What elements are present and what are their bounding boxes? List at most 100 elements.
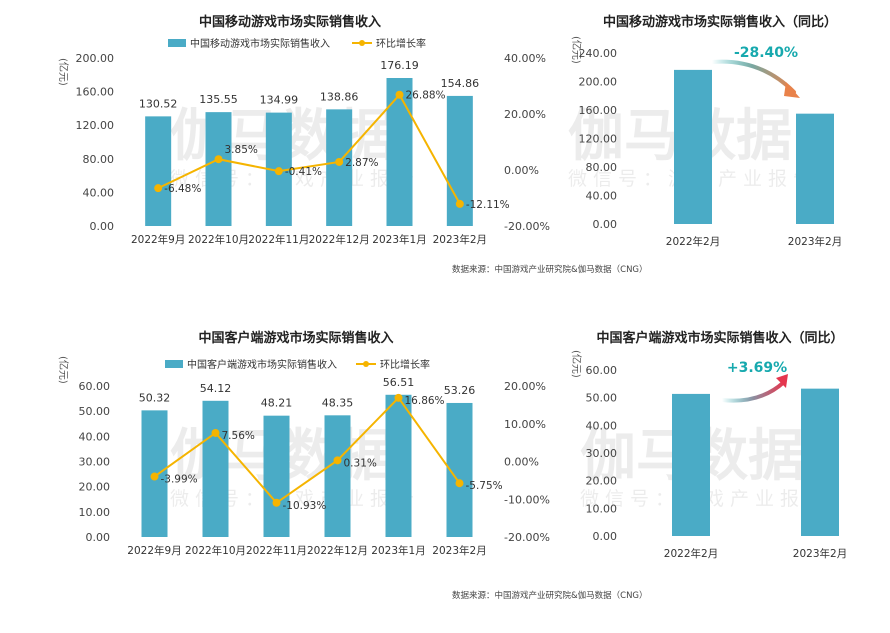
y-tick-label: 0.00 (593, 218, 618, 231)
x-tick-label: 2022年9月 (131, 233, 185, 246)
bar (324, 415, 351, 537)
source-note: 数据来源：中国游戏产业研究院&伽马数据（CNG） (452, 264, 648, 275)
growth-rate-point (394, 393, 403, 402)
bar (674, 69, 712, 224)
y-tick-label: 30.00 (79, 456, 111, 469)
client-game-yoy-chart: 中国客户端游戏市场实际销售收入（同比） (亿元) +3.69% 0.00 10.0… (570, 330, 847, 560)
y-tick-label: 40.00 (586, 190, 618, 203)
increase-arrow-icon (720, 380, 786, 403)
growth-rate-label: 0.31% (344, 457, 377, 469)
y2-tick-label: 10.00% (504, 418, 546, 431)
chart-title: 中国移动游戏市场实际销售收入（同比） (603, 14, 837, 30)
bar-value-label: 130.52 (139, 97, 178, 110)
bar-value-label: 135.55 (199, 93, 238, 106)
x-tick-label: 2023年2月 (793, 547, 847, 560)
x-tick-label: 2023年1月 (371, 544, 425, 557)
increase-arrow-head-icon (776, 374, 788, 388)
y-tick-label: 200.00 (579, 76, 618, 89)
y-tick-label: 0.00 (86, 531, 111, 544)
y-tick-label: 60.00 (79, 380, 111, 393)
growth-rate-line (157, 93, 461, 205)
bar-value-label: 54.12 (200, 382, 232, 395)
watermark-sub: 微信号：游戏产业报告 (170, 488, 420, 510)
x-tick-label: 2023年2月 (433, 233, 487, 246)
x-tick-label: 2022年12月 (309, 233, 370, 246)
yoy-change: -28.40% (734, 45, 798, 61)
legend-line-marker (363, 361, 369, 367)
y-tick-label: 10.00 (586, 502, 618, 515)
x-tick-label: 2022年9月 (127, 544, 181, 557)
x-tick-label: 2022年10月 (188, 233, 249, 246)
x-tick-label: 2022年2月 (664, 547, 718, 560)
x-tick-label: 2022年2月 (666, 235, 720, 248)
x-tick-label: 2022年12月 (307, 544, 368, 557)
growth-rate-label: 3.85% (225, 144, 258, 156)
legend-line-label: 环比增长率 (376, 37, 426, 50)
client-game-revenue-chart: 中国客户端游戏市场实际销售收入 中国客户端游戏市场实际销售收入 环比增长率 (亿… (57, 330, 648, 601)
y2-tick-label: 0.00% (504, 456, 539, 469)
growth-rate-point (335, 157, 344, 166)
y-tick-label: 80.00 (586, 161, 618, 174)
y2-tick-label: 0.00% (504, 164, 539, 177)
growth-rate-label: -6.48% (164, 183, 201, 195)
bar (386, 78, 413, 226)
y-tick-label: 60.00 (586, 364, 618, 377)
bar (326, 109, 353, 226)
growth-rate-label: 2.87% (345, 157, 378, 169)
bar (385, 394, 412, 537)
bar-value-label: 48.35 (322, 396, 354, 409)
y-tick-label: 40.00 (586, 419, 618, 432)
source-note: 数据来源：中国游戏产业研究院&伽马数据（CNG） (452, 590, 648, 601)
bar (202, 400, 229, 537)
growth-rate-point (214, 155, 223, 164)
growth-rate-label: -10.93% (283, 500, 327, 512)
bar (205, 112, 232, 226)
y-tick-label: 30.00 (586, 447, 618, 460)
bar-value-label: 53.26 (444, 384, 476, 397)
y-tick-label: 0.00 (90, 220, 115, 233)
chart-title: 中国移动游戏市场实际销售收入 (199, 14, 381, 30)
mobile-game-revenue-chart: 中国移动游戏市场实际销售收入 中国移动游戏市场实际销售收入 环比增长率 (亿元)… (57, 14, 648, 275)
x-tick-label: 2023年2月 (788, 235, 842, 248)
y2-tick-label: -10.00% (504, 493, 550, 506)
y2-tick-label: -20.00% (504, 220, 550, 233)
y-tick-label: 240.00 (579, 47, 618, 60)
y-tick-label: 0.00 (593, 530, 618, 543)
y-tick-label: 80.00 (83, 153, 115, 166)
growth-rate-label: -12.11% (466, 199, 510, 211)
mobile-game-yoy-chart: 中国移动游戏市场实际销售收入（同比） (亿元) -28.40% 0.00 40.0… (570, 14, 842, 248)
y2-tick-label: -20.00% (504, 531, 550, 544)
growth-rate-label: 7.56% (222, 430, 255, 442)
y-axis-unit: (亿元) (57, 58, 70, 86)
growth-rate-label: -0.41% (285, 166, 322, 178)
y2-tick-label: 20.00% (504, 108, 546, 121)
y-axis-unit: (亿元) (570, 350, 583, 378)
x-tick-label: 2022年11月 (248, 233, 309, 246)
growth-rate-point (274, 167, 283, 176)
legend-bar-swatch (168, 39, 186, 47)
x-tick-label: 2023年2月 (432, 544, 486, 557)
legend-line-label: 环比增长率 (380, 358, 430, 371)
bar-value-label: 154.86 (441, 77, 480, 90)
growth-rate-label: -5.75% (466, 480, 503, 492)
bar-value-label: 134.99 (260, 94, 299, 107)
y-axis-unit: (亿元) (570, 36, 583, 64)
bar (801, 388, 839, 536)
growth-rate-point (150, 472, 159, 481)
y-tick-label: 20.00 (79, 481, 111, 494)
bar (672, 393, 710, 536)
y-tick-label: 50.00 (586, 392, 618, 405)
legend-bar-label: 中国移动游戏市场实际销售收入 (190, 37, 330, 50)
decrease-arrow-icon (710, 59, 796, 94)
growth-rate-line (153, 396, 461, 505)
bar-value-label: 50.32 (139, 391, 171, 404)
y-tick-label: 200.00 (76, 52, 115, 65)
growth-rate-point (272, 498, 281, 507)
growth-rate-point (455, 479, 464, 488)
growth-rate-point (333, 456, 342, 465)
y-tick-label: 10.00 (79, 506, 111, 519)
y-tick-label: 160.00 (76, 86, 115, 99)
bar-value-label: 56.51 (383, 376, 415, 389)
growth-rate-label: 16.86% (405, 395, 445, 407)
